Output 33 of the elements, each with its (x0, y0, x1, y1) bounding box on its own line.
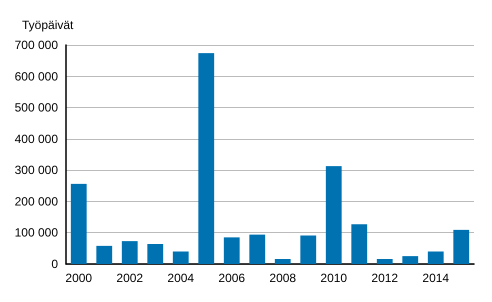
bar (402, 256, 418, 264)
x-tick-label: 2008 (269, 271, 296, 285)
y-tick-label: 400 000 (14, 132, 58, 146)
bar (351, 224, 368, 264)
y-tick-label: 600 000 (14, 69, 58, 84)
y-tick-label: 100 000 (14, 226, 58, 240)
y-tick-label: 700 000 (14, 38, 58, 52)
x-tick-label: 2010 (320, 271, 348, 285)
bar (376, 258, 393, 264)
y-tick-label: 300 000 (14, 163, 58, 178)
bar (428, 251, 444, 264)
y-tick-label: 200 000 (14, 194, 58, 208)
bar (453, 230, 470, 264)
bar (326, 166, 342, 264)
x-tick-label: 2002 (116, 271, 144, 285)
x-tick-label: 2006 (218, 271, 246, 285)
bar (96, 246, 112, 264)
bar (274, 258, 291, 264)
x-tick-label: 2014 (422, 271, 450, 285)
bar (249, 234, 266, 264)
y-tick-label: 0 (51, 257, 58, 271)
y-axis-title: Työpäivät (22, 18, 74, 32)
bar (147, 244, 164, 264)
bar (172, 251, 189, 264)
bar (122, 241, 138, 264)
x-tick-label: 2000 (65, 271, 92, 285)
x-tick-label: 2004 (167, 271, 194, 285)
bar (198, 53, 214, 264)
bar (300, 236, 316, 264)
bar (70, 184, 87, 264)
y-tick-label: 500 000 (14, 100, 58, 115)
x-tick-label: 2012 (371, 271, 398, 285)
bar (224, 237, 240, 264)
